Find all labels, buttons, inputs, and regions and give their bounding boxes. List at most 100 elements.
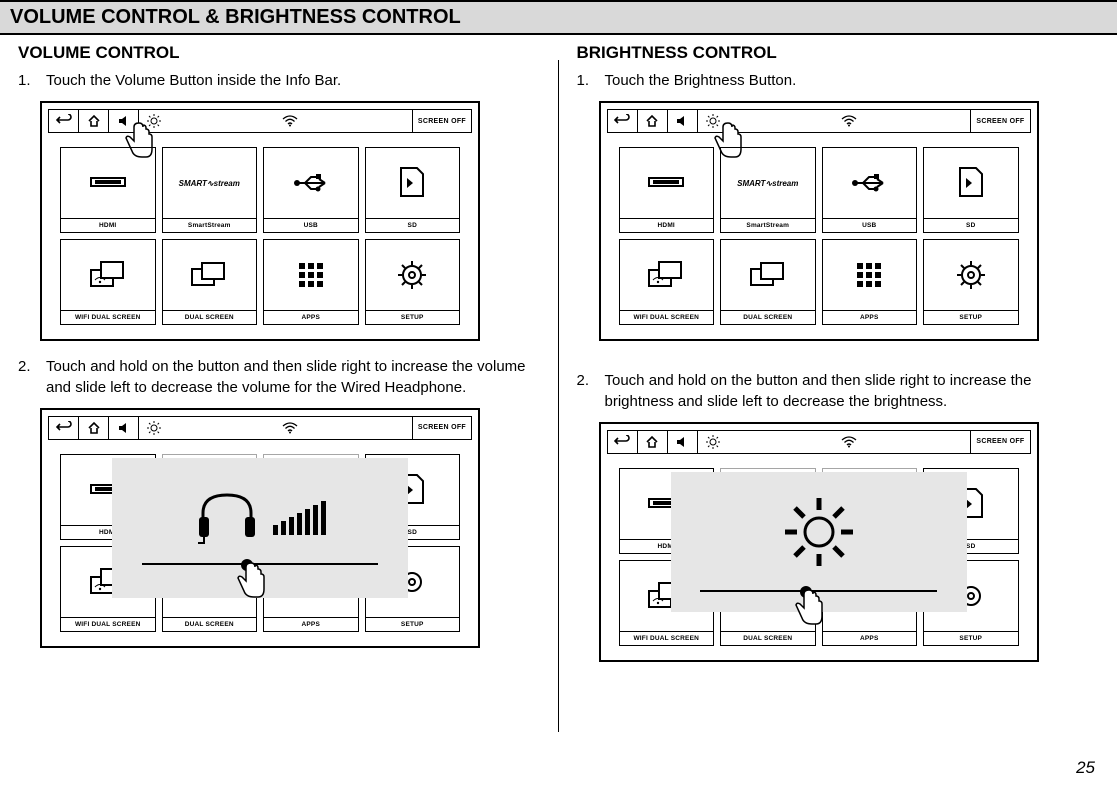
tile-label: WIFI DUAL SCREEN	[620, 310, 714, 324]
brightness-large-icon	[779, 492, 859, 572]
tile-label: WIFI DUAL SCREEN	[61, 310, 155, 324]
tile-label: DUAL SCREEN	[163, 617, 257, 631]
tile-label: SETUP	[366, 617, 460, 631]
home-icon[interactable]	[638, 431, 668, 453]
gear-icon	[366, 240, 460, 310]
tile-label: APPS	[264, 617, 358, 631]
tile-usb[interactable]: USB	[263, 147, 359, 233]
column-volume: VOLUME CONTROL 1. Touch the Volume Butto…	[0, 43, 559, 678]
tile-wifi-dual[interactable]: WIFI DUAL SCREEN	[60, 239, 156, 325]
apps-icon	[264, 240, 358, 310]
tile-label: WIFI DUAL SCREEN	[620, 631, 714, 645]
tile-dual[interactable]: DUAL SCREEN	[162, 239, 258, 325]
tile-apps[interactable]: APPS	[263, 239, 359, 325]
tile-setup[interactable]: SETUP	[365, 239, 461, 325]
wifi-indicator-icon	[728, 431, 971, 453]
tile-label: APPS	[264, 310, 358, 324]
back-icon[interactable]	[49, 110, 79, 132]
tile-setup[interactable]: SETUP	[923, 239, 1019, 325]
back-icon[interactable]	[49, 417, 79, 439]
step-number: 2.	[577, 371, 591, 412]
tile-label: SETUP	[924, 310, 1018, 324]
volume-icon[interactable]	[668, 110, 698, 132]
screen-off-button[interactable]: SCREEN OFF	[412, 417, 471, 439]
home-icon[interactable]	[638, 110, 668, 132]
volume-bars-icon	[273, 501, 326, 535]
brightness-overlay	[671, 472, 967, 612]
diagram-volume-2: SCREEN OFF HDMI SMART∿streamSmartStream …	[40, 408, 480, 648]
hdmi-icon	[61, 148, 155, 218]
volume-slider[interactable]	[142, 563, 379, 565]
wifi-indicator-icon	[169, 110, 412, 132]
sd-icon	[366, 148, 460, 218]
tile-label: APPS	[823, 310, 917, 324]
tile-dual[interactable]: DUAL SCREEN	[720, 239, 816, 325]
tile-label: SmartStream	[721, 218, 815, 232]
dual-screen-icon	[163, 240, 257, 310]
back-icon[interactable]	[608, 110, 638, 132]
wifi-indicator-icon	[169, 417, 412, 439]
wifi-indicator-icon	[728, 110, 971, 132]
info-bar: SCREEN OFF	[607, 430, 1031, 454]
screen-off-button[interactable]: SCREEN OFF	[970, 431, 1029, 453]
home-icon[interactable]	[79, 417, 109, 439]
tile-label: HDMI	[61, 218, 155, 232]
tile-label: USB	[264, 218, 358, 232]
step-2-volume: 2. Touch and hold on the button and then…	[18, 357, 541, 398]
step-text: Touch and hold on the button and then sl…	[46, 357, 541, 398]
tile-label: APPS	[823, 631, 917, 645]
step-1-brightness: 1. Touch the Brightness Button.	[577, 71, 1100, 91]
volume-icon[interactable]	[109, 417, 139, 439]
step-text: Touch and hold on the button and then sl…	[605, 371, 1100, 412]
tile-smartstream[interactable]: SMART∿streamSmartStream	[162, 147, 258, 233]
tile-usb[interactable]: USB	[822, 147, 918, 233]
brightness-icon[interactable]	[698, 431, 728, 453]
tile-label: SD	[924, 218, 1018, 232]
tile-sd[interactable]: SD	[365, 147, 461, 233]
tile-label: DUAL SCREEN	[721, 310, 815, 324]
tile-label: DUAL SCREEN	[163, 310, 257, 324]
page-number: 25	[1076, 758, 1095, 778]
app-grid: HDMI SMART∿streamSmartStream USB SD WIFI…	[619, 147, 1019, 325]
info-bar: SCREEN OFF	[48, 109, 472, 133]
page-header: VOLUME CONTROL & BRIGHTNESS CONTROL	[0, 0, 1117, 35]
brightness-slider[interactable]	[700, 590, 937, 592]
wifi-dual-icon	[61, 240, 155, 310]
headphone-icon	[195, 491, 259, 545]
section-title-volume: VOLUME CONTROL	[18, 43, 541, 63]
vertical-divider	[558, 60, 559, 732]
app-grid: HDMI SMART∿streamSmartStream USB SD WIFI…	[60, 147, 460, 325]
back-icon[interactable]	[608, 431, 638, 453]
tile-sd[interactable]: SD	[923, 147, 1019, 233]
step-text: Touch the Volume Button inside the Info …	[46, 71, 341, 91]
volume-overlay	[112, 458, 408, 598]
diagram-volume-1: SCREEN OFF HDMI SMART∿streamSmartStream …	[40, 101, 480, 341]
step-text: Touch the Brightness Button.	[605, 71, 797, 91]
step-number: 1.	[577, 71, 591, 91]
step-1-volume: 1. Touch the Volume Button inside the In…	[18, 71, 541, 91]
tile-label: HDMI	[620, 218, 714, 232]
tile-hdmi[interactable]: HDMI	[619, 147, 715, 233]
volume-icon[interactable]	[668, 431, 698, 453]
step-2-brightness: 2. Touch and hold on the button and then…	[577, 371, 1100, 412]
diagram-brightness-2: SCREEN OFF HDMI SMART∿streamSmartStream …	[599, 422, 1039, 662]
brightness-icon[interactable]	[139, 417, 169, 439]
tile-smartstream[interactable]: SMART∿streamSmartStream	[720, 147, 816, 233]
section-title-brightness: BRIGHTNESS CONTROL	[577, 43, 1100, 63]
info-bar: SCREEN OFF	[607, 109, 1031, 133]
hand-cursor-icon	[790, 588, 826, 628]
home-icon[interactable]	[79, 110, 109, 132]
tile-label: DUAL SCREEN	[721, 631, 815, 645]
tile-hdmi[interactable]: HDMI	[60, 147, 156, 233]
diagram-brightness-1: SCREEN OFF HDMI SMART∿streamSmartStream …	[599, 101, 1039, 341]
column-brightness: BRIGHTNESS CONTROL 1. Touch the Brightne…	[559, 43, 1117, 678]
hand-cursor-icon	[232, 561, 268, 601]
tile-apps[interactable]: APPS	[822, 239, 918, 325]
tile-label: SETUP	[366, 310, 460, 324]
info-bar: SCREEN OFF	[48, 416, 472, 440]
tile-label: WIFI DUAL SCREEN	[61, 617, 155, 631]
smartstream-icon: SMART∿stream	[163, 148, 257, 218]
screen-off-button[interactable]: SCREEN OFF	[970, 110, 1029, 132]
screen-off-button[interactable]: SCREEN OFF	[412, 110, 471, 132]
tile-wifi-dual[interactable]: WIFI DUAL SCREEN	[619, 239, 715, 325]
